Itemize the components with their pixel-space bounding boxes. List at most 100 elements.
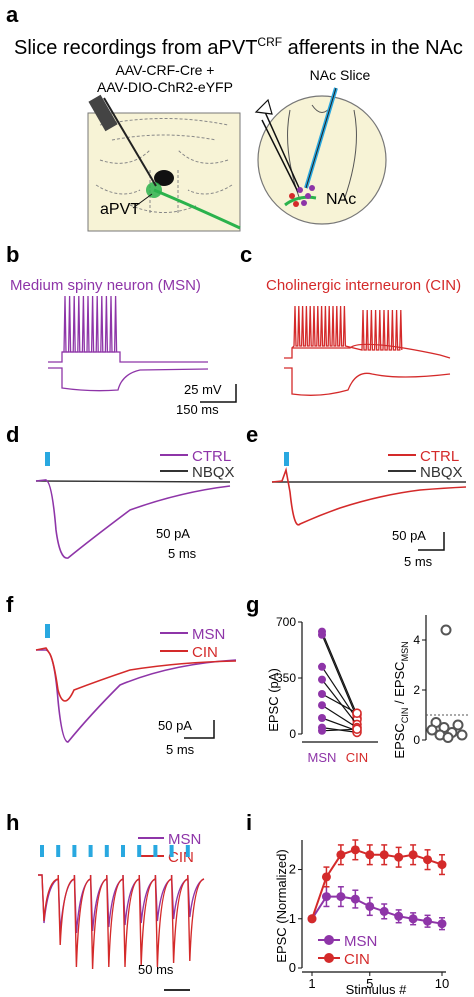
msn-point xyxy=(318,630,326,639)
ratio-point xyxy=(426,724,438,736)
msn-point xyxy=(318,701,326,710)
pair-line xyxy=(321,728,358,732)
light-pulse-marker-e xyxy=(284,452,289,466)
g-right-ytick-label: 4 xyxy=(413,633,420,647)
ratio-point xyxy=(456,729,468,741)
i-ytick-label: 2 xyxy=(289,862,296,877)
i-ylabel: EPSC (Normalized) xyxy=(274,849,289,962)
data-point-cin xyxy=(379,850,389,860)
msn-point xyxy=(318,726,326,735)
pair-line xyxy=(321,634,358,719)
data-point-msn xyxy=(350,894,360,904)
panel-label-f: f xyxy=(6,592,14,617)
panel-label-h: h xyxy=(6,810,19,835)
panel-label-b: b xyxy=(6,242,19,267)
scale-t-d: 5 ms xyxy=(168,546,197,561)
data-point-cin xyxy=(437,860,447,870)
g-ylabel: EPSC (pA) xyxy=(266,668,281,732)
legend-msn-i: MSN xyxy=(344,933,377,950)
pair-line xyxy=(321,717,358,732)
data-point-cin xyxy=(336,850,346,860)
series-line-cin xyxy=(311,848,443,920)
light-pulse-marker xyxy=(104,845,109,857)
i-xlabel: Stimulus # xyxy=(346,982,407,997)
data-point-msn xyxy=(321,892,331,902)
light-pulse-marker xyxy=(137,845,142,857)
legend-ctrl-d: CTRL xyxy=(192,448,231,465)
data-point-msn xyxy=(423,916,433,926)
data-point-msn xyxy=(379,906,389,916)
light-pulse-marker-f xyxy=(45,624,50,638)
panel-c-title: Cholinergic interneuron (CIN) xyxy=(266,277,461,294)
scale-t-e: 5 ms xyxy=(404,554,433,569)
light-pulse-marker xyxy=(121,845,125,857)
apvt-label: aPVT xyxy=(100,201,140,218)
i-xtick-label: 10 xyxy=(435,976,449,991)
panel-label-e: e xyxy=(246,422,258,447)
light-pulse-marker-d xyxy=(45,452,50,466)
legend-cin-i: CIN xyxy=(344,951,370,968)
light-pulse-marker xyxy=(72,845,77,857)
g-right-ytick-label: 2 xyxy=(413,683,420,697)
cin-point xyxy=(352,724,362,735)
legend-marker-msn-i xyxy=(324,935,334,945)
msn-point xyxy=(318,662,326,671)
legend-cin-f: CIN xyxy=(192,644,218,661)
light-pulse-marker xyxy=(40,845,44,857)
ratio-plot: 0 2 4 xyxy=(413,615,470,747)
data-point-cin xyxy=(394,852,404,862)
ratio-point xyxy=(452,719,464,731)
trace-cin-train xyxy=(38,874,205,970)
train-traces xyxy=(38,845,205,970)
legend-msn-h: MSN xyxy=(168,831,201,848)
panel-label-c: c xyxy=(240,242,252,267)
legend-ctrl-e: CTRL xyxy=(420,448,459,465)
panel-b-title: Medium spiny neuron (MSN) xyxy=(10,277,201,294)
panel-label-a: a xyxy=(6,2,19,27)
legend-nbqx-d: NBQX xyxy=(192,464,235,481)
trace-msn-f xyxy=(36,649,237,743)
light-pulse-marker xyxy=(56,845,61,857)
scale-bar-f xyxy=(184,720,215,739)
i-ytick-label: 1 xyxy=(289,911,296,926)
trace-nbqx-d xyxy=(35,480,231,483)
paired-epsc-plot: 0 350 700 xyxy=(276,615,378,743)
pair-line xyxy=(321,704,358,729)
g-xcat-msn: MSN xyxy=(308,750,337,765)
scale-bar-b-c: 25 mV 150 ms xyxy=(176,382,237,417)
series-line-msn xyxy=(311,895,443,925)
msn-point xyxy=(318,675,326,684)
trace-msn-train xyxy=(38,874,205,934)
g-ratio-ylabel: EPSCCIN / EPSCMSN xyxy=(392,641,410,758)
scale-t-f: 5 ms xyxy=(166,742,195,757)
cin-current-clamp-traces xyxy=(284,305,451,396)
virus-label-1: AAV-CRF-Cre + xyxy=(116,62,215,78)
data-point-msn xyxy=(408,914,418,924)
data-point-msn xyxy=(394,911,404,921)
trace-cin-f xyxy=(35,647,237,702)
nac-label: NAc xyxy=(326,191,356,208)
virus-label-2: AAV-DIO-ChR2-eYFP xyxy=(97,79,233,95)
pair-line xyxy=(321,666,358,720)
data-point-cin xyxy=(321,872,331,882)
scale-bar-time-label: 150 ms xyxy=(176,402,219,417)
cin-point xyxy=(352,708,362,719)
brain-section-schematic: aPVT xyxy=(87,94,241,232)
scale-i-e: 50 pA xyxy=(392,528,426,543)
light-pulse-marker xyxy=(153,845,158,857)
light-pulse-marker xyxy=(169,845,174,857)
panel-a-title: Slice recordings from aPVTCRF afferents … xyxy=(14,35,463,59)
pair-line xyxy=(321,693,358,714)
panel-label-i: i xyxy=(246,810,252,835)
data-point-cin xyxy=(408,850,418,860)
data-point-msn xyxy=(336,892,346,902)
data-point-cin xyxy=(307,914,317,924)
msn-point xyxy=(318,714,326,722)
pair-line xyxy=(321,679,358,725)
legend-nbqx-e: NBQX xyxy=(420,464,463,481)
scale-bar-voltage-label: 25 mV xyxy=(184,382,222,397)
data-point-cin xyxy=(365,850,375,860)
g-left-ytick-label: 350 xyxy=(276,671,296,685)
data-point-cin xyxy=(350,845,360,855)
